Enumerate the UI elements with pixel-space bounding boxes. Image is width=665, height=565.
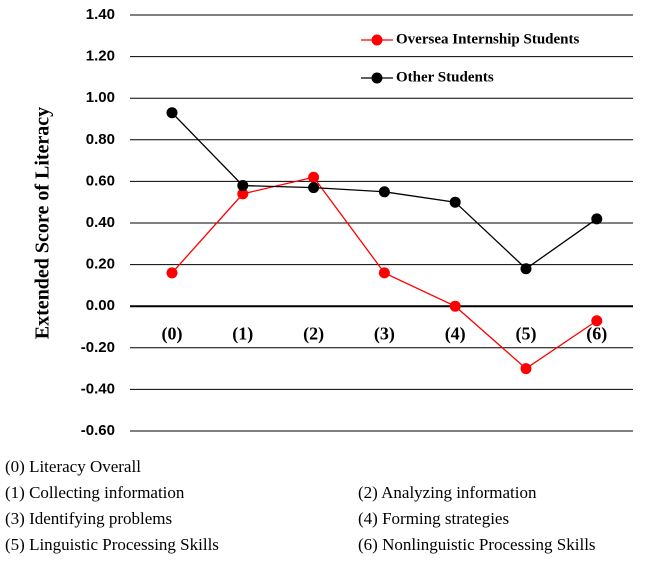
y-tick-label: 1.40 — [86, 6, 115, 23]
point — [520, 263, 532, 275]
y-tick-label: 1.00 — [86, 89, 115, 106]
y-tick-label: -0.20 — [81, 339, 115, 356]
y-tick-label: -0.40 — [81, 380, 115, 397]
point — [449, 196, 461, 208]
point — [308, 182, 320, 194]
footnote: (0) Literacy Overall — [5, 457, 141, 476]
y-tick-label: 0.60 — [86, 172, 115, 189]
point — [237, 180, 249, 192]
point — [166, 107, 178, 119]
y-tick-label: 0.80 — [86, 131, 115, 148]
point — [308, 171, 320, 183]
y-tick-label: 0.40 — [86, 214, 115, 231]
point — [591, 213, 603, 225]
x-tick-label: (1) — [232, 323, 253, 344]
y-tick-label: 1.20 — [86, 48, 115, 65]
point — [378, 186, 390, 198]
point — [237, 188, 249, 200]
y-tick-label: 0.00 — [86, 297, 115, 314]
x-tick-label: (2) — [303, 323, 324, 344]
point — [591, 315, 603, 327]
point — [378, 267, 390, 279]
legend-marker — [371, 72, 383, 84]
footnote: (2) Analyzing information — [358, 483, 537, 502]
x-tick-label: (0) — [162, 323, 183, 344]
footnote: (5) Linguistic Processing Skills — [5, 535, 219, 554]
legend-label: Oversea Internship Students — [396, 31, 580, 47]
footnote: (3) Identifying problems — [5, 509, 172, 528]
point — [449, 300, 461, 312]
y-axis-title: Extended Score of Literacy — [32, 107, 54, 339]
x-tick-label: (3) — [374, 323, 395, 344]
y-tick-label: -0.60 — [81, 422, 115, 439]
x-tick-label: (4) — [445, 323, 466, 344]
legend-marker — [371, 34, 383, 46]
point — [166, 267, 178, 279]
footnote: (4) Forming strategies — [358, 509, 509, 528]
footnote: (6) Nonlinguistic Processing Skills — [358, 535, 596, 554]
point — [520, 363, 532, 375]
x-tick-label: (6) — [586, 323, 607, 344]
x-tick-label: (5) — [516, 323, 537, 344]
footnote: (1) Collecting information — [5, 483, 185, 502]
y-tick-label: 0.20 — [86, 256, 115, 273]
legend-label: Other Students — [396, 69, 494, 85]
